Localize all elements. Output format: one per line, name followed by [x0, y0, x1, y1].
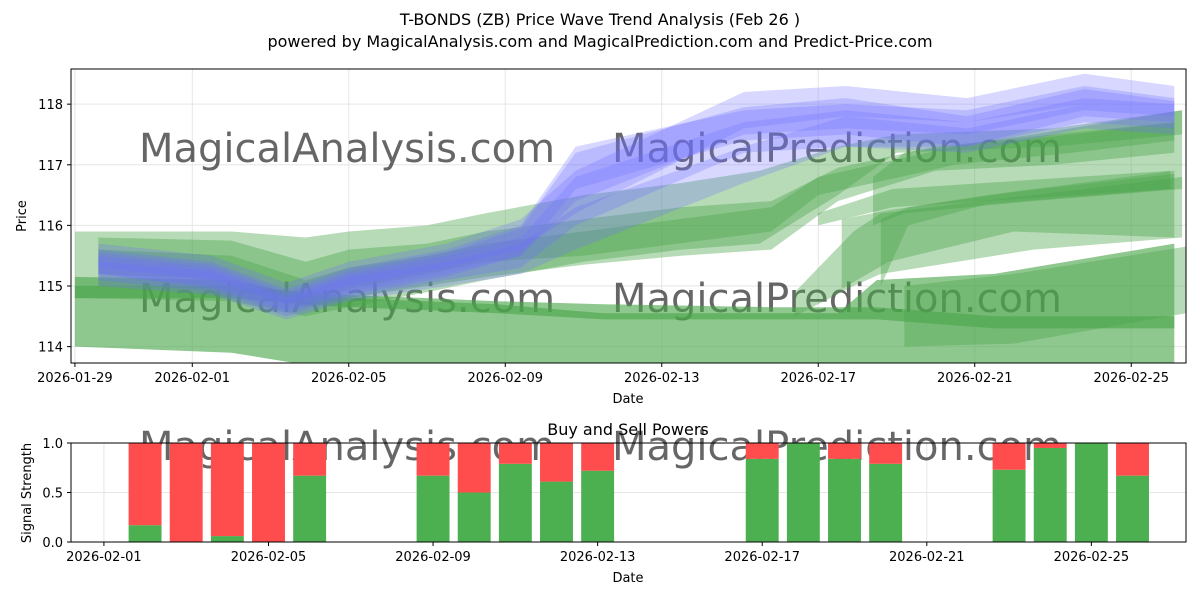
price-xtick-label: 2026-02-01 [154, 371, 230, 386]
green-band [818, 170, 1171, 226]
price-axes-frame [70, 68, 1187, 364]
green-band [98, 122, 1175, 308]
signal-chart-title: Buy and Sell Powers [547, 420, 709, 439]
price-ytick-label: 115 [38, 280, 63, 295]
blue-band [98, 89, 1175, 314]
signal-ytick-label: 0.0 [42, 536, 63, 551]
buy-bar [210, 536, 244, 542]
sell-bar [581, 443, 615, 471]
signal-ytick-label: 1.0 [42, 437, 63, 452]
buy-bar [457, 492, 491, 542]
buy-bar [293, 475, 327, 542]
sell-bar [745, 443, 779, 459]
green-band [904, 246, 1186, 347]
sell-bar [169, 443, 203, 542]
green-band [794, 176, 1183, 317]
price-xtick-label: 2026-02-25 [1093, 371, 1169, 386]
price-xtick-label: 2026-02-09 [467, 371, 543, 386]
signal-bars [128, 443, 1149, 542]
price-ylabel: Price [15, 200, 30, 232]
blue-band [98, 73, 1175, 305]
green-band [74, 243, 1175, 363]
price-xtick-label: 2026-02-17 [780, 371, 856, 386]
blue-band [98, 104, 1175, 320]
price-xlabel: Date [612, 392, 643, 407]
signal-xtick-label: 2026-02-01 [66, 550, 142, 565]
signal-xtick-label: 2026-02-13 [560, 550, 636, 565]
buy-bar [581, 470, 615, 542]
buy-bar [745, 458, 779, 542]
signal-xtick-label: 2026-02-05 [231, 550, 307, 565]
signal-xtick-label: 2026-02-21 [889, 550, 965, 565]
green-band [74, 110, 1183, 317]
price-xtick-label: 2026-02-13 [624, 371, 700, 386]
price-xtick-label: 2026-02-21 [937, 371, 1013, 386]
sell-bar [252, 443, 285, 542]
green-band [880, 170, 1175, 286]
buy-bar [416, 475, 450, 542]
sell-bar [498, 443, 532, 464]
green-band [98, 122, 1175, 305]
buy-bar [992, 469, 1026, 542]
price-ytick-label: 116 [38, 219, 63, 234]
sell-bar [1033, 443, 1067, 448]
signal-xlabel: Date [612, 571, 643, 586]
sell-bar [1116, 443, 1149, 476]
price-xtick-label: 2026-01-29 [37, 371, 113, 386]
chart-subtitle: powered by MagicalAnalysis.com and Magic… [267, 32, 932, 51]
price-xtick-label: 2026-02-05 [311, 371, 387, 386]
sell-bar [992, 443, 1026, 470]
sell-bar [210, 443, 244, 537]
buy-bar [128, 525, 162, 542]
sell-bar [416, 443, 450, 476]
watermark-magicalanalysis-top: MagicalAnalysis.com [139, 126, 555, 172]
signal-xtick-label: 2026-02-25 [1054, 550, 1130, 565]
sell-bar [540, 443, 573, 482]
sell-bar [457, 443, 491, 493]
price-ytick-label: 117 [38, 159, 63, 174]
price-bands [74, 73, 1186, 363]
watermark-magicalprediction-top: MagicalPrediction.com [612, 126, 1062, 172]
buy-bar [1033, 447, 1067, 542]
signal-ytick-label: 0.5 [42, 487, 63, 502]
blue-band [98, 86, 1175, 311]
sell-bar [128, 443, 162, 526]
signal-ticks: 2026-02-01 2026-02-05 2026-02-09 2026-02-13… [42, 437, 1129, 565]
sell-bar [293, 443, 327, 476]
sell-bar [869, 443, 903, 464]
buy-bar [828, 458, 861, 542]
price-ytick-label: 118 [38, 98, 63, 113]
sell-bar [828, 443, 861, 459]
buy-bar [498, 463, 532, 542]
chart-title: T-BONDS (ZB) Price Wave Trend Analysis (… [399, 10, 800, 29]
green-band [841, 173, 1175, 289]
green-band [873, 110, 1183, 226]
signal-xtick-label: 2026-02-09 [395, 550, 471, 565]
blue-band [98, 98, 1175, 317]
buy-bar [786, 443, 820, 542]
signal-ylabel: Signal Strength [20, 443, 35, 543]
signal-xtick-label: 2026-02-17 [724, 550, 800, 565]
buy-bar [1074, 443, 1108, 542]
buy-bar [1116, 475, 1149, 542]
price-ticks: 2026-01-29 2026-02-01 2026-02-05 2026-02-09… [37, 98, 1169, 386]
buy-bar [540, 481, 573, 542]
price-ytick-label: 114 [38, 341, 63, 356]
buy-bar [869, 463, 903, 542]
